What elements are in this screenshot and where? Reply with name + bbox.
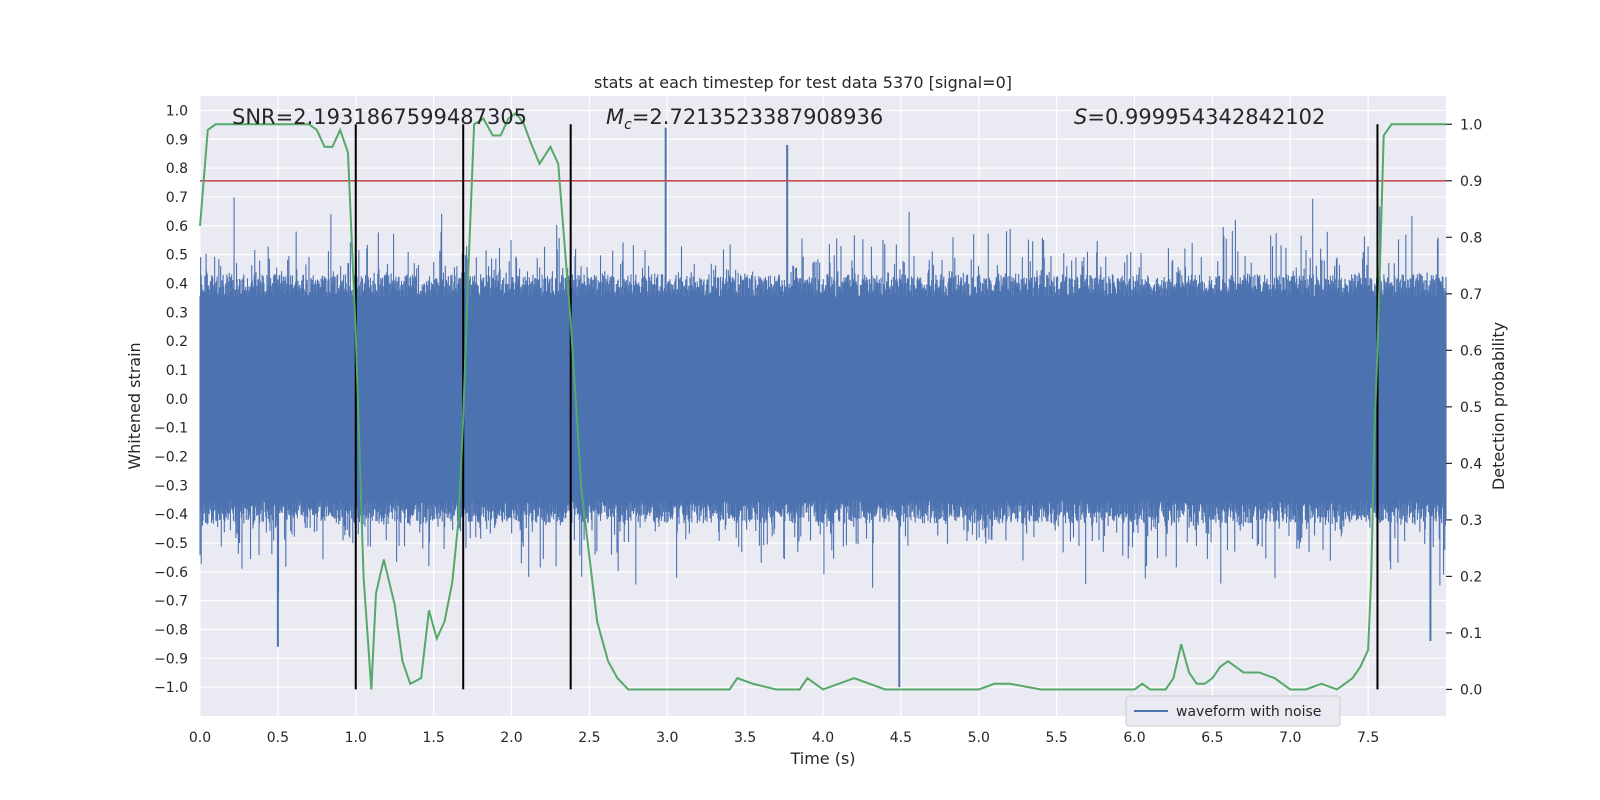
y2-tick-label: 0.1 xyxy=(1460,626,1482,642)
x-tick-label: 4.0 xyxy=(812,730,834,746)
mc-value: =2.7213523387908936 xyxy=(632,105,883,129)
y-tick-label: −0.1 xyxy=(154,421,188,437)
s-annotation: S=0.999954342842102 xyxy=(1074,105,1325,129)
y-tick-label: −0.8 xyxy=(154,622,188,638)
y-tick-label: −0.7 xyxy=(154,594,188,610)
x-tick-label: 1.0 xyxy=(345,730,367,746)
y-tick-label: 0.6 xyxy=(166,219,188,235)
overlay-marks xyxy=(199,111,1446,691)
y2-tick-label: 0.5 xyxy=(1460,400,1482,416)
legend: waveform with noise xyxy=(1125,695,1341,727)
x-tick-label: 7.0 xyxy=(1279,730,1301,746)
y2-tick-label: 0.4 xyxy=(1460,456,1482,472)
legend-label: waveform with noise xyxy=(1176,704,1321,720)
y-tick-label: 0.8 xyxy=(166,161,188,177)
y2-axis-label: Detection probability xyxy=(1489,322,1508,490)
y-tick-label: −1.0 xyxy=(154,680,188,696)
y2-tick-label: 0.0 xyxy=(1460,682,1482,698)
x-tick-label: 0.5 xyxy=(267,730,289,746)
s-symbol: S xyxy=(1074,105,1087,129)
y-axis-label: Whitened strain xyxy=(125,342,144,469)
x-tick-label: 6.0 xyxy=(1123,730,1145,746)
y2-tick-label: 0.2 xyxy=(1460,569,1482,585)
x-tick-label: 1.5 xyxy=(422,730,444,746)
y2-tick-label: 0.3 xyxy=(1460,513,1482,529)
x-tick-label: 2.5 xyxy=(578,730,600,746)
legend-box xyxy=(1125,695,1341,727)
y-tick-label: −0.2 xyxy=(154,449,188,465)
x-tick-label: 4.5 xyxy=(890,730,912,746)
y-tick-label: 0.1 xyxy=(166,363,188,379)
y-tick-label: 0.5 xyxy=(166,248,188,264)
y2-tick-label: 1.0 xyxy=(1460,117,1482,133)
x-tick-label: 5.5 xyxy=(1045,730,1067,746)
y-tick-label: −0.4 xyxy=(154,507,188,523)
x-tick-label: 3.5 xyxy=(734,730,756,746)
x-tick-label: 6.5 xyxy=(1201,730,1223,746)
y-tick-label: 0.9 xyxy=(166,132,188,148)
chart-title: stats at each timestep for test data 537… xyxy=(594,73,1012,92)
y-tick-label: −0.5 xyxy=(154,536,188,552)
mc-subscript: c xyxy=(624,117,632,133)
s-value: =0.999954342842102 xyxy=(1087,105,1325,129)
y-tick-label: 0.4 xyxy=(166,276,188,292)
y2-tick-label: 0.9 xyxy=(1460,174,1482,190)
y-tick-label: 0.7 xyxy=(166,190,188,206)
y-tick-label: −0.3 xyxy=(154,478,188,494)
x-tick-label: 7.5 xyxy=(1357,730,1379,746)
x-tick-label: 3.0 xyxy=(656,730,678,746)
snr-annotation: SNR=2.1931867599487305 xyxy=(232,105,527,129)
mc-symbol: M xyxy=(606,105,624,129)
y2-tick-label: 0.8 xyxy=(1460,230,1482,246)
y-tick-label: 1.0 xyxy=(166,103,188,119)
waveform-series xyxy=(199,127,1447,688)
y-tick-label: −0.6 xyxy=(154,565,188,581)
x-tick-label: 0.0 xyxy=(189,730,211,746)
x-axis-label: Time (s) xyxy=(789,749,855,768)
axes: 0.0 0.5 1.0 1.5 2.0 2.5 3.0 3.5 4.0 4.5 5.0 5.5 6.0 6… xyxy=(154,103,1482,746)
y-tick-label: 0.0 xyxy=(166,392,188,408)
x-tick-label: 5.0 xyxy=(968,730,990,746)
chirp-mass-annotation: Mc=2.7213523387908936 xyxy=(606,105,883,133)
y-tick-label: 0.2 xyxy=(166,334,188,350)
y-tick-label: −0.9 xyxy=(154,651,188,667)
x-tick-label: 2.0 xyxy=(500,730,522,746)
probability-line xyxy=(199,111,1446,691)
y-tick-label: 0.3 xyxy=(166,305,188,321)
y2-tick-label: 0.6 xyxy=(1460,343,1482,359)
waveform-trace xyxy=(199,197,1447,593)
y2-tick-label: 0.7 xyxy=(1460,287,1482,303)
